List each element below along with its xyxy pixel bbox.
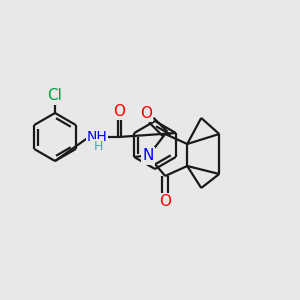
Text: O: O — [113, 103, 125, 118]
Text: NH: NH — [87, 130, 107, 144]
Text: O: O — [159, 194, 171, 209]
Text: Cl: Cl — [48, 88, 62, 104]
Text: O: O — [140, 106, 152, 121]
Text: N: N — [142, 148, 154, 164]
Text: H: H — [93, 140, 103, 152]
